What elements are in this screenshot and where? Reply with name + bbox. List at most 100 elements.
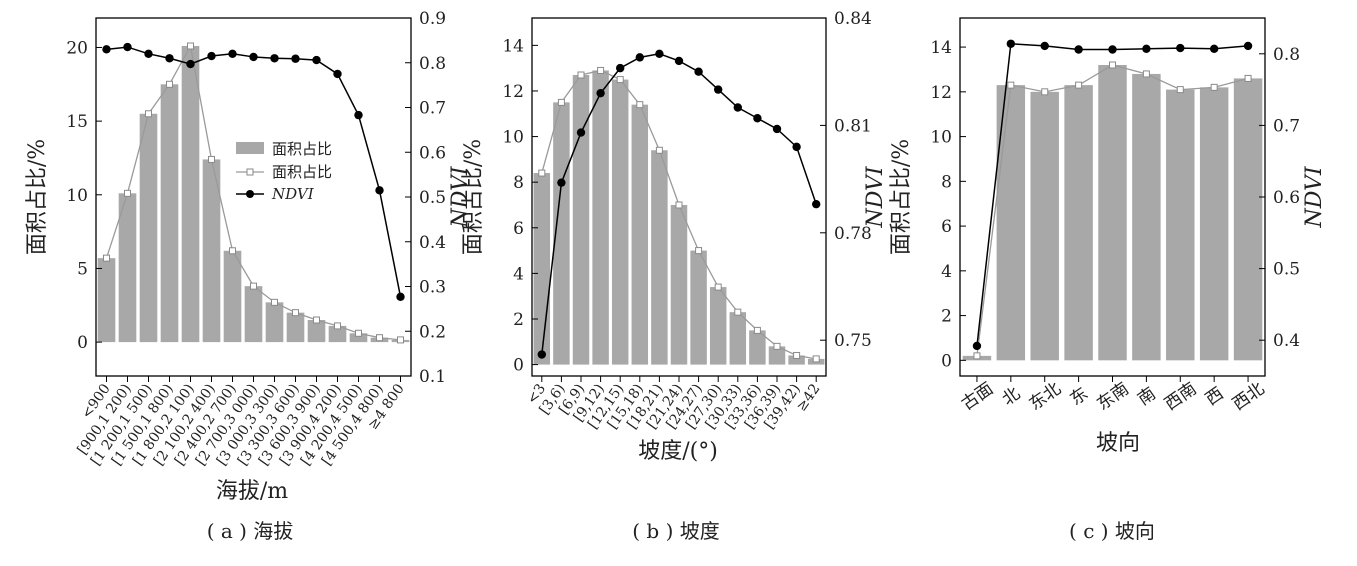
area-marker (145, 110, 152, 118)
area-marker (397, 336, 404, 344)
bar (768, 346, 786, 365)
x-tick-label: 东北 (1026, 379, 1065, 415)
left-tick-label: 2 (941, 307, 952, 327)
area-marker (616, 76, 624, 84)
legend-swatch-bar (236, 142, 264, 154)
ndvi-point (772, 124, 782, 134)
chart-a: 051015200.10.20.30.40.50.60.70.80.9<900[… (25, 9, 473, 543)
right-tick-label: 0.6 (1273, 188, 1300, 208)
y-axis-label-left: 面积占比/% (25, 139, 50, 255)
ndvi-point (291, 54, 300, 63)
bar (709, 287, 727, 365)
bar (651, 150, 668, 365)
right-tick-label: 0.2 (419, 322, 446, 342)
legend-swatch-marker (246, 168, 254, 176)
bar (244, 286, 263, 343)
bar (202, 159, 221, 343)
ndvi-point (1040, 41, 1049, 51)
right-tick-label: 0.78 (834, 224, 872, 244)
bar (1132, 73, 1161, 361)
ndvi-point (207, 51, 216, 61)
legend-label: 面积占比 (272, 140, 332, 158)
right-tick-label: 0.8 (1273, 45, 1300, 65)
bar (592, 70, 609, 365)
bar (670, 204, 688, 365)
legend-label: NDVI (271, 185, 315, 203)
area-marker (355, 329, 362, 337)
area-marker (675, 201, 683, 209)
bar (223, 250, 242, 343)
ndvi-point (635, 53, 644, 62)
left-tick-label: 15 (66, 112, 88, 132)
right-tick-label: 0.5 (1273, 260, 1300, 280)
ndvi-point (596, 88, 605, 98)
ndvi-point (375, 186, 384, 195)
left-tick-label: 20 (66, 38, 88, 58)
x-tick-label: 北 (999, 384, 1024, 410)
x-tick-label: 西北 (1229, 379, 1268, 415)
bar (1030, 91, 1059, 361)
chart-c: 0 2 4 6 8 10 12 14 0.4 0.5 0.6 0.7 0.8 古面北东北东东南南西南西西北… (889, 17, 1327, 543)
area-marker (292, 309, 299, 317)
left-tick-label: 0 (513, 356, 524, 376)
left-tick-label: 4 (513, 264, 524, 284)
x-axis-label: 坡向 (1096, 431, 1140, 456)
ndvi-point (144, 49, 153, 58)
bar (1233, 78, 1263, 361)
bar (349, 333, 368, 343)
ndvi-point (674, 56, 684, 66)
area-marker (695, 247, 703, 255)
left-tick-label: 0 (941, 351, 952, 371)
ndvi-point (354, 110, 363, 120)
bar (533, 173, 551, 365)
ndvi-point (1209, 44, 1219, 53)
left-tick-label: 14 (502, 36, 524, 56)
ndvi-point (1176, 43, 1185, 53)
ndvi-point (270, 54, 279, 63)
ndvi-point (576, 128, 586, 137)
left-tick-label: 8 (941, 172, 952, 192)
ndvi-point (1074, 45, 1083, 54)
y-axis-label-right: NDVI (448, 165, 473, 228)
area-marker (124, 189, 131, 197)
area-marker (229, 247, 236, 255)
area-marker (208, 155, 215, 163)
ndvi-point (733, 103, 742, 112)
ndvi-point (186, 59, 195, 69)
bar (1064, 85, 1093, 361)
x-tick-label: 东 (1066, 384, 1091, 410)
chart-caption: ( c ) 坡向 (1069, 519, 1155, 543)
ndvi-point (396, 292, 405, 301)
ndvi-point (1142, 44, 1151, 53)
left-tick-label: 10 (502, 128, 524, 148)
right-tick-label: 0.84 (834, 9, 872, 29)
right-tick-label: 0.3 (419, 278, 446, 298)
area-marker (1109, 61, 1116, 69)
chart-caption: ( a ) 海拔 (207, 519, 294, 543)
ndvi-point (812, 199, 821, 209)
bar (749, 330, 766, 365)
right-tick-label: 0.9 (419, 9, 446, 29)
area-marker (250, 282, 257, 290)
bar (729, 312, 747, 365)
area-marker (334, 322, 341, 330)
area-marker (753, 326, 761, 334)
area-marker (538, 169, 546, 177)
area-marker (793, 351, 801, 359)
ndvi-point (1108, 45, 1117, 54)
chart-caption: ( b ) 坡度 (632, 519, 719, 543)
area-marker (376, 334, 383, 342)
left-tick-label: 0 (77, 333, 88, 353)
ndvi-point (753, 114, 762, 123)
x-tick-label: 东南 (1093, 379, 1132, 415)
area-marker (1142, 70, 1150, 78)
area-marker (597, 66, 605, 74)
area-marker (773, 342, 781, 350)
area-marker (1244, 74, 1252, 82)
bar (1098, 64, 1127, 361)
right-tick-label: 0.4 (1273, 331, 1300, 351)
area-marker (103, 254, 110, 262)
left-tick-label: 8 (513, 173, 524, 193)
right-tick-label: 0.7 (419, 99, 446, 119)
